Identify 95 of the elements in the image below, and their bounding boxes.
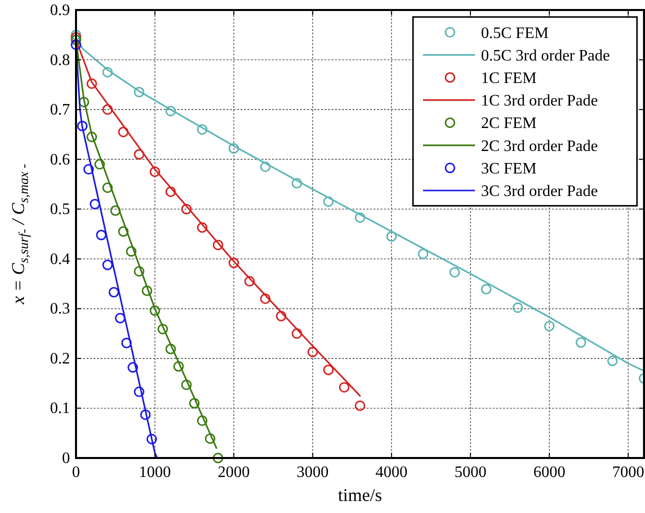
- point: [83, 164, 94, 175]
- point: [70, 40, 82, 50]
- point: [70, 30, 82, 40]
- point: [102, 66, 113, 78]
- point: [90, 198, 100, 210]
- point: [228, 143, 240, 154]
- point: [544, 320, 555, 332]
- point: [78, 96, 90, 108]
- point: [96, 230, 106, 240]
- legend-label: 1C 3rd order Pade: [481, 92, 598, 110]
- point: [244, 276, 255, 287]
- point: [134, 86, 144, 98]
- x-tick-label: 2000: [218, 464, 250, 481]
- x-tick-label: 5000: [454, 464, 486, 481]
- point: [77, 120, 88, 132]
- point: [165, 344, 176, 354]
- x-tick-label: 7000: [612, 464, 644, 481]
- y-tick-label: 0.3: [50, 300, 70, 318]
- point: [449, 267, 460, 278]
- x-tick-label: 6000: [533, 464, 566, 481]
- legend-label: 2C 3rd order Pade: [481, 138, 598, 155]
- point: [70, 34, 82, 46]
- point: [607, 356, 618, 366]
- point: [173, 361, 184, 372]
- point: [196, 415, 208, 426]
- point: [307, 346, 318, 358]
- y-tick-label: 0.8: [50, 52, 70, 69]
- point: [323, 364, 334, 376]
- point: [354, 400, 366, 411]
- point: [189, 398, 200, 408]
- point: [140, 409, 151, 420]
- point: [181, 380, 192, 390]
- point: [102, 260, 113, 270]
- y-tick-label: 0.9: [50, 2, 70, 19]
- legend-label: 0.5C 3rd order Pade: [481, 47, 610, 64]
- point: [165, 186, 176, 197]
- point: [165, 106, 176, 116]
- y-tick-label: 0.1: [50, 400, 70, 418]
- point: [576, 337, 586, 348]
- point: [386, 231, 397, 242]
- point: [86, 132, 98, 142]
- point: [480, 284, 492, 295]
- x-tick-label: 4000: [376, 464, 408, 481]
- y-tick-label: 0.7: [50, 102, 70, 119]
- legend-label: 3C FEM: [481, 160, 537, 178]
- point: [146, 434, 157, 444]
- point: [196, 124, 208, 135]
- y-tick-label: 0.6: [50, 151, 70, 168]
- point: [196, 222, 208, 233]
- y-tick-label: 0.4: [50, 250, 70, 268]
- y-tick-label: 0.2: [50, 350, 70, 368]
- point: [323, 196, 334, 207]
- point: [150, 305, 160, 316]
- point: [512, 302, 524, 313]
- point: [128, 362, 138, 373]
- legend-label: 3C 3rd order Pade: [481, 183, 598, 200]
- legend-label: 2C FEM: [481, 115, 537, 132]
- point: [94, 159, 105, 170]
- point: [150, 166, 160, 178]
- y-tick-label: 0.5: [50, 201, 70, 218]
- point: [118, 126, 129, 138]
- legend-label: 1C FEM: [481, 70, 537, 87]
- point: [354, 212, 366, 223]
- legend-label: 0.5C FEM: [481, 24, 549, 42]
- point: [142, 285, 152, 296]
- point: [276, 310, 286, 322]
- point: [418, 248, 428, 260]
- point: [86, 78, 98, 89]
- x-tick-label: 1000: [138, 464, 171, 481]
- point: [121, 338, 132, 348]
- point: [134, 266, 144, 277]
- point: [292, 328, 302, 339]
- point: [260, 162, 271, 172]
- point: [118, 226, 129, 237]
- point: [126, 246, 136, 257]
- point: [228, 258, 240, 268]
- y-tick-label: 0: [62, 450, 70, 467]
- point: [134, 149, 144, 160]
- point: [70, 32, 82, 43]
- x-tick-label: 3000: [296, 464, 329, 481]
- point: [260, 293, 271, 304]
- point: [110, 205, 121, 216]
- point: [212, 452, 224, 464]
- point: [212, 240, 224, 250]
- point: [114, 312, 126, 324]
- point: [134, 386, 144, 398]
- x-axis-title: time/s: [338, 485, 382, 505]
- point: [181, 204, 192, 214]
- point: [292, 178, 302, 188]
- point: [158, 324, 168, 334]
- point: [338, 382, 350, 393]
- point: [108, 286, 120, 298]
- point: [102, 104, 113, 115]
- point: [102, 182, 113, 193]
- point: [204, 433, 216, 444]
